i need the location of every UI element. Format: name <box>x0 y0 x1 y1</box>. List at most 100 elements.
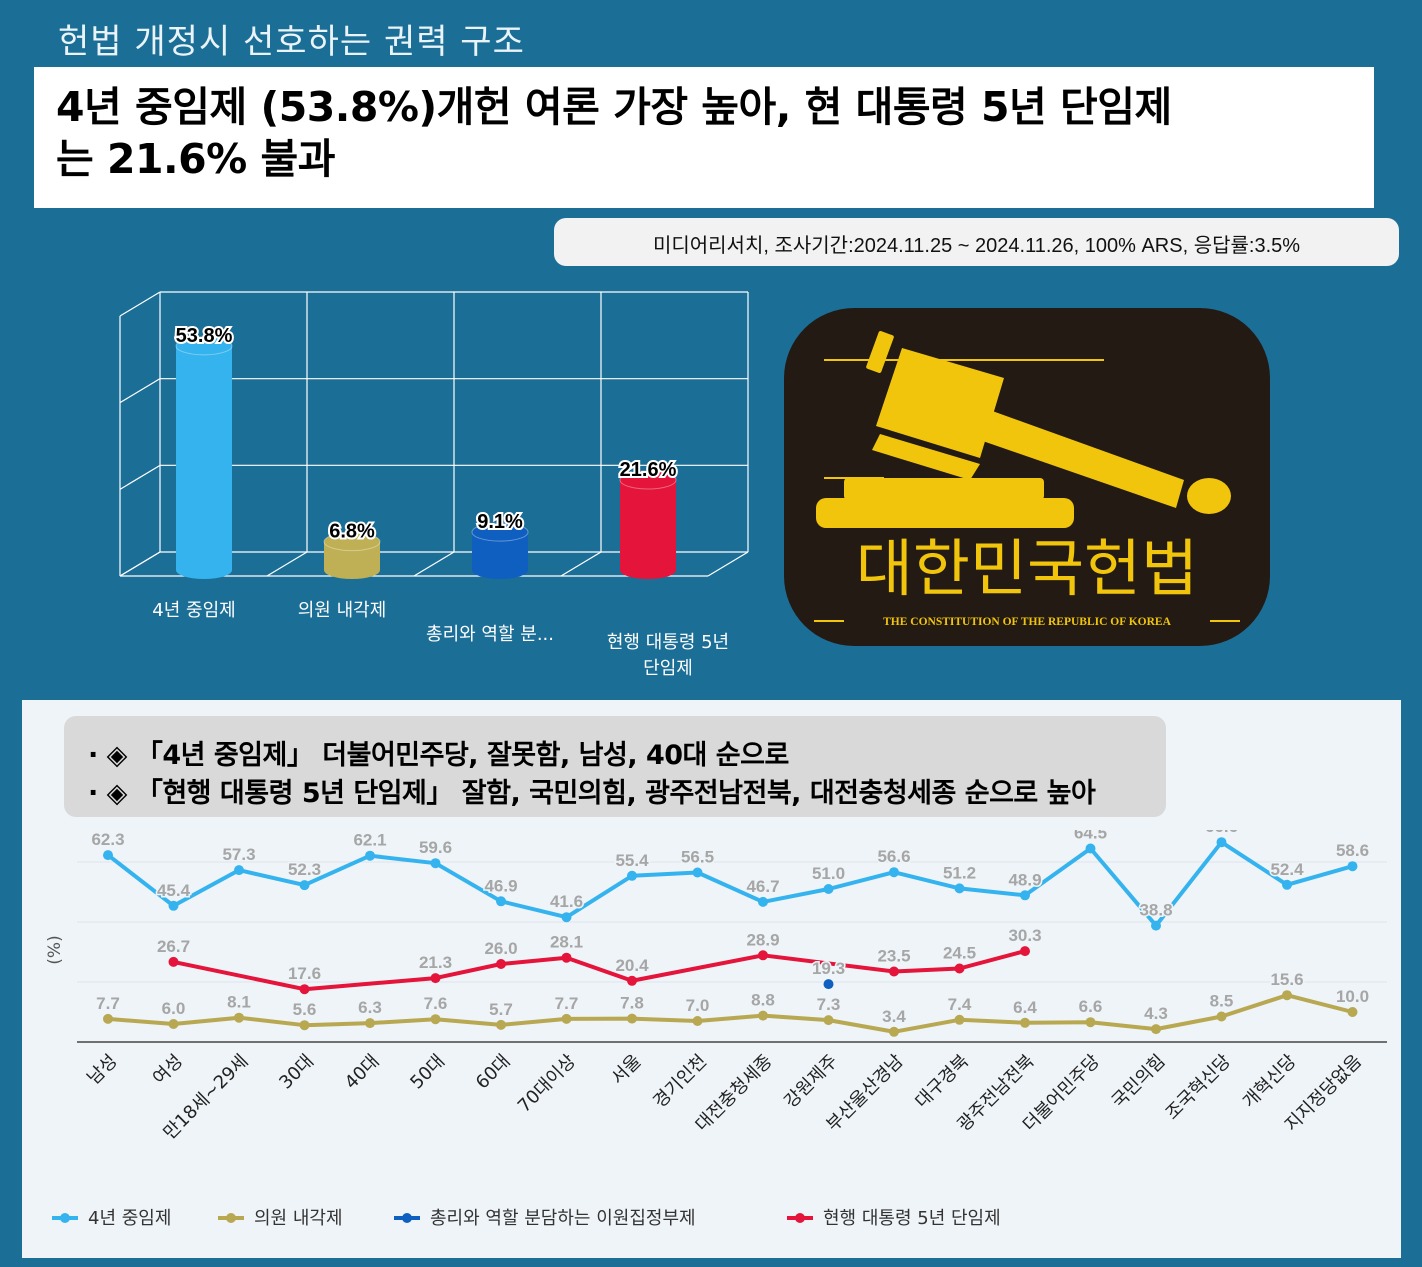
line-x-tick-label: 남성 <box>83 1051 121 1089</box>
bar-gridline <box>413 551 455 577</box>
line-series <box>107 993 1353 1034</box>
bar-body <box>620 480 676 570</box>
line-point <box>627 975 637 986</box>
line-point <box>365 1018 375 1029</box>
page-kicker: 헌법 개정시 선호하는 권력 구조 <box>58 22 525 62</box>
line-x-tick-label: 경기인천 <box>649 1051 711 1113</box>
line-data-label: 23.5 <box>877 947 910 966</box>
line-data-label: 7.6 <box>424 994 448 1013</box>
line-x-tick-label: 40대 <box>341 1051 384 1094</box>
line-point <box>1085 1017 1096 1028</box>
line-data-label: 26.0 <box>484 939 517 958</box>
line-point <box>1216 837 1227 848</box>
line-point <box>954 883 965 894</box>
line-point <box>823 884 834 894</box>
line-x-tick-label: 30대 <box>275 1051 318 1094</box>
line-point <box>1347 861 1358 872</box>
line-point <box>234 1012 244 1023</box>
line-point <box>496 896 506 907</box>
bar-gridline <box>119 551 161 577</box>
line-data-label: 56.6 <box>877 847 910 866</box>
bar-value-label: 21.6% <box>620 459 677 481</box>
line-point <box>1347 1007 1358 1017</box>
bar-base <box>176 561 232 579</box>
line-point <box>758 1010 768 1021</box>
line-x-tick-label: 강원제주 <box>780 1051 842 1113</box>
line-point <box>1020 946 1030 957</box>
line-data-label: 7.3 <box>817 995 841 1014</box>
line-data-label: 51.2 <box>943 863 976 882</box>
line-point <box>430 1014 441 1025</box>
line-point <box>1151 1024 1161 1035</box>
line-x-tick-label: 조국혁신당 <box>1162 1051 1235 1124</box>
line-data-label: 59.6 <box>419 838 452 857</box>
bar-top <box>471 522 529 542</box>
line-data-label: 7.8 <box>620 994 644 1013</box>
line-data-label: 4.3 <box>1144 1004 1168 1023</box>
headline-line-2: 는 21.6% 불과 <box>56 135 335 183</box>
source-box: 미디어리서치, 조사기간:2024.11.25 ~ 2024.11.26, 10… <box>554 218 1399 266</box>
bar-top <box>619 470 677 490</box>
line-point <box>627 1013 637 1024</box>
bar-category-label: 현행 대통령 5년 <box>607 632 729 653</box>
bar-chart-grid <box>119 291 749 577</box>
headline: 4년 중임제 (53.8%)개헌 여론 가장 높아, 현 대통령 5년 단임제 … <box>56 81 1376 185</box>
bar <box>175 336 233 579</box>
line-data-label: 5.6 <box>293 1000 317 1019</box>
line-data-label: 7.0 <box>686 996 710 1015</box>
bar-category-label: 의원 내각제 <box>298 600 387 621</box>
line-data-label: 66.6 <box>1205 830 1238 836</box>
line-x-tick-label: 여성 <box>149 1051 187 1089</box>
bar-top <box>323 532 381 552</box>
line-data-label: 6.3 <box>358 998 382 1017</box>
line-point <box>1282 990 1292 1001</box>
line-x-tick-label: 대구경북 <box>911 1051 973 1113</box>
emblem-title: 대한민국헌법 <box>856 532 1198 605</box>
line-data-label: 21.3 <box>419 953 452 972</box>
summary-box: · ◈ 「4년 중임제」 더불어민주당, 잘못함, 남성, 40대 순으로 · … <box>64 716 1166 817</box>
line-data-label: 28.1 <box>550 933 583 952</box>
line-data-label: 6.0 <box>162 999 186 1018</box>
line-point <box>823 1015 834 1026</box>
legend-swatch-marker <box>795 1213 805 1223</box>
line-point <box>168 900 179 911</box>
line-data-label: 48.9 <box>1008 870 1041 889</box>
bar-value-label: 9.1% <box>477 511 523 533</box>
line-data-label: 8.5 <box>1210 992 1234 1011</box>
line-data-label: 26.7 <box>157 937 190 956</box>
line-point <box>430 973 441 984</box>
line-x-tick-label: 개혁신당 <box>1239 1051 1301 1113</box>
line-point <box>1216 1011 1227 1022</box>
line-point <box>430 858 441 869</box>
line-chart-grid <box>77 861 1387 1043</box>
line-data-label: 56.5 <box>681 848 714 867</box>
line-data-label: 45.4 <box>157 881 191 900</box>
line-data-label: 7.7 <box>555 994 579 1013</box>
line-data-label: 52.3 <box>288 860 321 879</box>
line-data-label: 57.3 <box>222 845 255 864</box>
source-text: 미디어리서치, 조사기간:2024.11.25 ~ 2024.11.26, 10… <box>652 235 1301 257</box>
line-data-label: 7.7 <box>96 994 120 1013</box>
line-point <box>168 1019 179 1029</box>
line-x-tick-label: 국민의힘 <box>1108 1051 1170 1113</box>
line-point <box>103 850 113 861</box>
legend-label: 4년 중임제 <box>88 1208 171 1229</box>
line-point <box>692 867 703 878</box>
line-data-label: 46.7 <box>746 877 779 896</box>
legend-swatch-marker <box>402 1213 412 1223</box>
line-point <box>889 966 899 977</box>
line-point <box>561 1013 572 1024</box>
line-data-label: 38.8 <box>1139 901 1172 920</box>
line-legend: 4년 중임제 의원 내각제 총리와 역할 분담하는 이원집정부제 현행 대통령 5년 … <box>52 1208 1001 1229</box>
line-point <box>823 979 834 990</box>
line-data-label: 64.5 <box>1074 830 1107 843</box>
line-point <box>1020 1017 1030 1028</box>
detail-panel: · ◈ 「4년 중임제」 더불어민주당, 잘못함, 남성, 40대 순으로 · … <box>22 700 1401 1258</box>
line-point <box>1282 879 1292 890</box>
bar-gridline <box>119 378 161 404</box>
line-point <box>168 956 179 967</box>
line-x-tick-label: 서울 <box>607 1051 645 1089</box>
line-point <box>954 1014 965 1025</box>
line-point <box>758 950 768 961</box>
line-point <box>758 896 768 907</box>
